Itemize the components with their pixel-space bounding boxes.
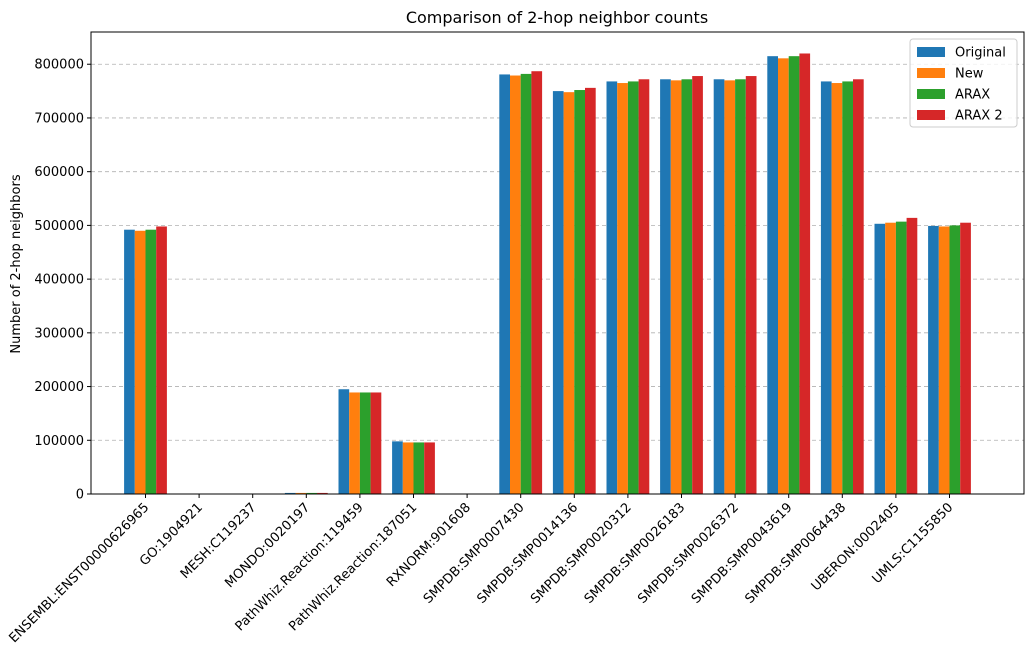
plot-frame (90, 31, 1025, 495)
bar-arax-2 (156, 226, 167, 494)
bar-arax (735, 79, 746, 495)
bar-arax (574, 90, 585, 494)
x-tick-label: UBERON:0002405 (809, 500, 903, 594)
y-tick-label: 100000 (34, 434, 84, 449)
bar-arax (306, 492, 317, 494)
bar-original (124, 229, 135, 494)
bar-original (552, 91, 564, 495)
bar-original (820, 81, 832, 495)
legend-swatch (917, 68, 945, 78)
bar-new (134, 230, 146, 494)
bar-arax (681, 79, 693, 495)
bar-original (606, 81, 618, 495)
x-tick-label: ENSEMBL:ENST00000626965 (6, 500, 152, 646)
x-tick-label: SMPDB:SMP0026372 (635, 500, 742, 607)
bar-new (778, 58, 789, 495)
bar-new (617, 83, 628, 494)
y-tick-label: 600000 (34, 165, 84, 180)
x-tick-label: SMPDB:SMP0014136 (474, 500, 581, 607)
bar-arax-2 (317, 492, 328, 494)
x-tick-label: SMPDB:SMP0043619 (689, 500, 796, 607)
chart-title: Comparison of 2-hop neighbor counts (406, 8, 708, 27)
legend-swatch (917, 89, 945, 99)
bar-new (563, 92, 575, 494)
bar-original (874, 223, 886, 494)
bar-original (392, 441, 403, 494)
bar-arax-2 (531, 71, 543, 494)
x-tick-label: SMPDB:SMP0020312 (528, 500, 635, 607)
bar-arax (145, 229, 157, 494)
bar-arax-2 (853, 79, 864, 495)
legend-swatch (917, 110, 945, 120)
grid-lines (91, 63, 1024, 495)
bar-arax-2 (424, 442, 435, 494)
bar-arax (788, 56, 800, 495)
y-tick-label: 200000 (34, 380, 84, 395)
bar-new (510, 75, 521, 495)
bar-new (670, 80, 682, 494)
bar-new (831, 83, 843, 494)
legend-box (909, 38, 1018, 128)
y-tick-label: 700000 (34, 111, 84, 126)
bar-arax (895, 221, 907, 494)
legend-label: ARAX (955, 88, 990, 103)
bar-arax-2 (906, 217, 918, 494)
bar-arax-2 (745, 76, 757, 495)
bar-new (885, 222, 896, 495)
bar-arax-2 (960, 222, 971, 495)
legend-label: ARAX 2 (955, 109, 1003, 124)
bar-original (284, 492, 296, 494)
x-tick-label: SMPDB:SMP0026183 (582, 500, 689, 607)
bar-new (938, 226, 950, 494)
bar-arax-2 (585, 87, 596, 495)
legend-label: Original (955, 46, 1006, 61)
bar-new (349, 392, 360, 494)
bar-original (499, 74, 510, 494)
legend: Original New ARAX ARAX 2 (909, 38, 1018, 128)
bar-arax-2 (370, 392, 382, 494)
bar-arax (949, 225, 961, 494)
y-tick-label: 400000 (34, 273, 84, 288)
bar-original (713, 79, 725, 495)
y-tick-label: 300000 (34, 326, 84, 341)
x-axis-ticks: ENSEMBL:ENST00000626965GO:1904921MESH:C1… (6, 494, 956, 646)
bars (124, 53, 971, 495)
bar-arax-2 (692, 76, 703, 495)
bar-arax-2 (799, 53, 811, 494)
bar-new (295, 492, 307, 494)
y-axis-ticks: 0 100000 200000 300000 400000 500000 600000 700… (34, 58, 91, 503)
legend-swatch (917, 47, 945, 57)
x-tick-label: SMPDB:SMP0007430 (421, 500, 528, 607)
y-tick-label: 800000 (34, 58, 84, 73)
y-axis-label: Number of 2-hop neighbors (9, 174, 24, 353)
x-tick-label: SMPDB:SMP0064438 (742, 500, 849, 607)
legend-label: New (955, 67, 984, 82)
bar-arax-2 (638, 79, 650, 495)
bar-arax (359, 392, 371, 494)
y-tick-label: 500000 (34, 219, 84, 234)
bar-original (928, 225, 939, 494)
bar-new (724, 80, 736, 494)
bar-new (402, 442, 414, 494)
bar-original (660, 79, 671, 495)
bar-original (767, 56, 778, 495)
bar-arax (627, 81, 639, 495)
bar-original (338, 389, 350, 494)
bar-arax (520, 73, 532, 494)
bar-arax (842, 81, 853, 495)
y-tick-label: 0 (76, 488, 84, 503)
bar-arax (413, 442, 425, 494)
